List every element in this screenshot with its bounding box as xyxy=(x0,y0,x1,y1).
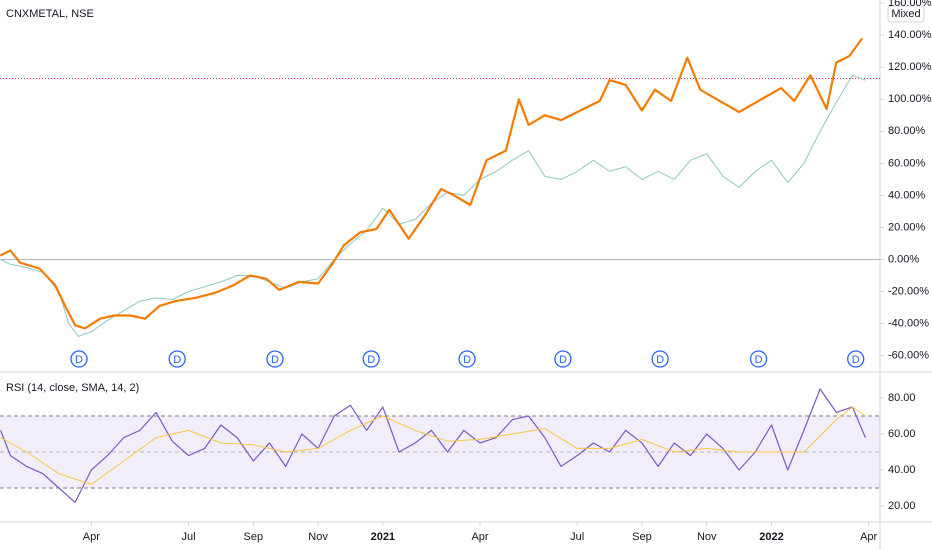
dividend-label: D xyxy=(367,354,375,366)
dividend-label: D xyxy=(656,354,664,366)
dividend-label: D xyxy=(75,354,83,366)
dividend-label: D xyxy=(463,354,471,366)
x-tick-label: Jul xyxy=(181,531,195,543)
y-tick-label: 80.00% xyxy=(888,125,926,137)
y-tick-label: 60.00% xyxy=(888,157,926,169)
chart-title: CNXMETAL, NSE xyxy=(6,8,94,20)
dividend-marker xyxy=(266,350,284,368)
dividend-label: D xyxy=(755,354,763,366)
y-tick-label: 40.00% xyxy=(888,189,926,201)
y-tick-label: 0.00% xyxy=(888,253,919,265)
y-tick-label: 120.00% xyxy=(888,61,932,73)
y-tick-label: -20.00% xyxy=(888,285,929,297)
x-tick-label: Apr xyxy=(471,531,488,543)
dividend-label: D xyxy=(559,354,567,366)
dividend-marker xyxy=(458,350,476,368)
dividend-marker xyxy=(749,350,768,368)
y-tick-label: 20.00% xyxy=(888,221,926,233)
y-tick-label: 40.00 xyxy=(888,464,916,476)
dividend-marker xyxy=(554,350,572,368)
x-tick-label: Sep xyxy=(632,531,652,543)
x-tick-label: 2021 xyxy=(371,531,395,543)
dividend-label: D xyxy=(173,354,181,366)
rsi-title: RSI (14, close, SMA, 14, 2) xyxy=(6,382,139,394)
dividend-marker xyxy=(651,350,669,368)
series-line xyxy=(0,388,866,503)
y-tick-label: 100.00% xyxy=(888,93,932,105)
x-tick-label: Nov xyxy=(697,531,717,543)
x-tick-label: Sep xyxy=(243,531,263,543)
x-tick-label: Apr xyxy=(860,531,877,543)
y-tick-label: 160.00% xyxy=(888,0,932,9)
scale-mode[interactable]: Mixed xyxy=(891,8,920,20)
dividend-marker xyxy=(70,350,88,368)
dividend-marker xyxy=(168,350,186,368)
dividend-label: D xyxy=(852,354,860,366)
series-line xyxy=(0,406,866,485)
x-tick-label: Nov xyxy=(308,531,328,543)
series-line xyxy=(0,74,866,337)
x-tick-label: Apr xyxy=(83,531,100,543)
y-tick-label: -60.00% xyxy=(888,349,929,361)
y-tick-label: 60.00 xyxy=(888,428,916,440)
y-tick-label: 20.00 xyxy=(888,500,916,512)
dividend-marker xyxy=(362,350,380,368)
dividend-marker xyxy=(847,350,865,368)
dividend-label: D xyxy=(271,354,279,366)
series-line xyxy=(0,37,864,330)
scale-mode-button[interactable] xyxy=(887,5,925,23)
y-tick-label: -40.00% xyxy=(888,317,929,329)
x-tick-label: 2022 xyxy=(759,531,783,543)
y-tick-label: 140.00% xyxy=(888,29,932,41)
x-tick-label: Jul xyxy=(570,531,584,543)
y-tick-label: 80.00 xyxy=(888,392,916,404)
rsi-band xyxy=(0,415,880,488)
